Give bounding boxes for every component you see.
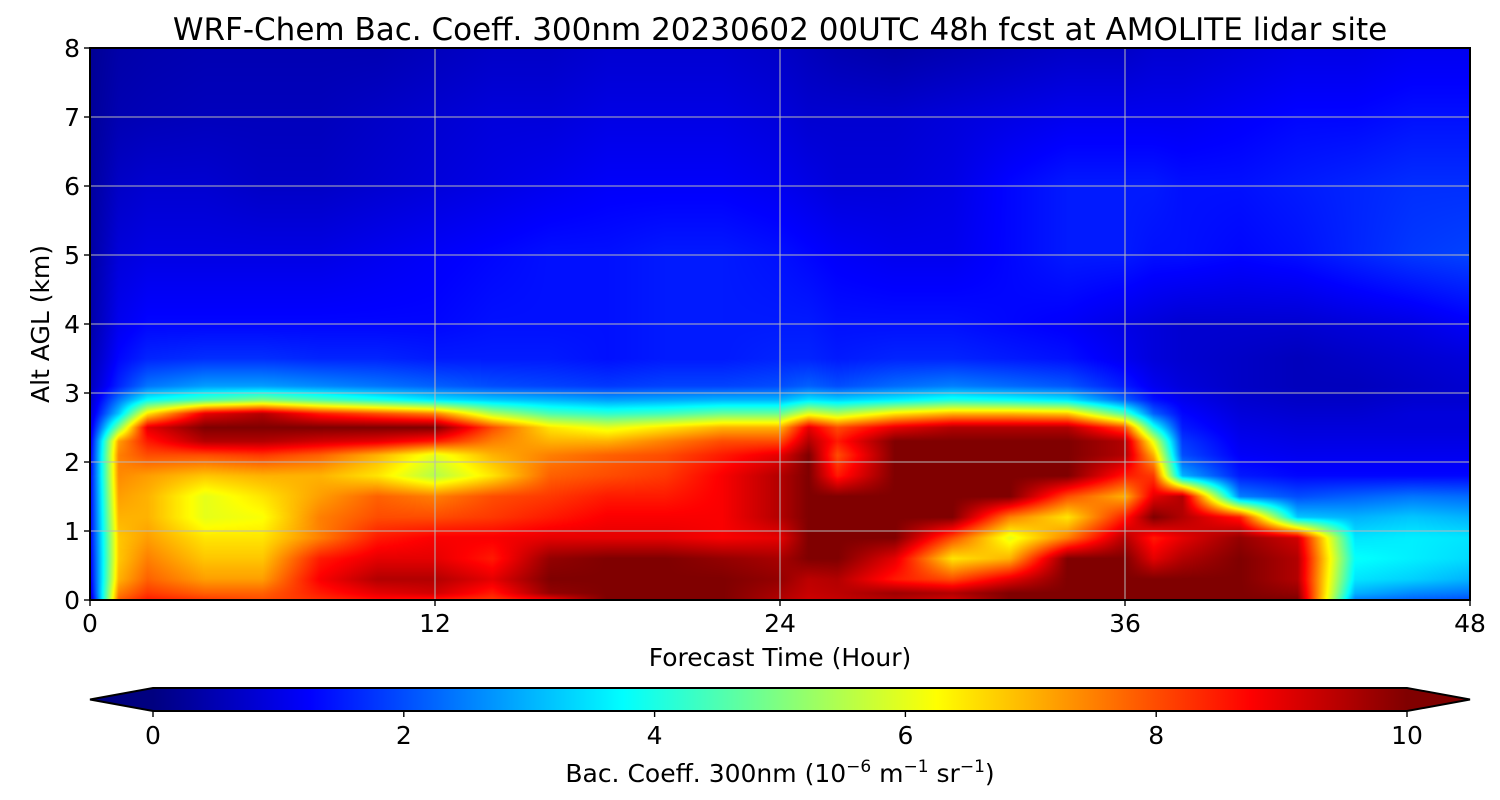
colorbar-label-exp2: −1 (904, 757, 929, 777)
colorbar-label-end: ) (985, 759, 995, 788)
colorbar-tick-label: 8 (1148, 721, 1164, 750)
y-tick-label: 1 (64, 517, 80, 546)
x-tick-label: 0 (82, 609, 98, 638)
colorbar-label-exp3: −1 (960, 757, 985, 777)
colorbar-tick-label: 0 (145, 721, 161, 750)
grid-lines (90, 48, 1470, 600)
colorbar-tick-label: 10 (1391, 721, 1423, 750)
y-tick-label: 2 (64, 448, 80, 477)
x-tick-label: 12 (419, 609, 451, 638)
x-axis-ticks: 0 12 24 36 48 (82, 600, 1486, 638)
x-tick-label: 48 (1454, 609, 1486, 638)
colorbar-label-mid1: m (871, 759, 903, 788)
colorbar-tick-label: 4 (647, 721, 663, 750)
colorbar-label-mid2: sr (929, 759, 961, 788)
x-tick-label: 36 (1109, 609, 1141, 638)
colorbar-tick-label: 6 (897, 721, 913, 750)
colorbar-ticks: 0 2 4 6 8 10 (145, 711, 1423, 750)
colorbar-body (153, 688, 1407, 711)
colorbar-tick-label: 2 (396, 721, 412, 750)
y-tick-label: 6 (64, 172, 80, 201)
colorbar-label-main: Bac. Coeff. 300nm (10 (565, 759, 846, 788)
x-axis-label: Forecast Time (Hour) (649, 643, 912, 672)
colorbar-label: Bac. Coeff. 300nm (10−6 m−1 sr−1) (565, 757, 994, 788)
colorbar: 0 2 4 6 8 10 Bac. Coeff. 300nm (10−6 m−1 sr−1… (89, 687, 1471, 788)
y-tick-label: 7 (64, 103, 80, 132)
colorbar-label-exp1: −6 (846, 757, 871, 777)
y-tick-label: 4 (64, 310, 80, 339)
y-tick-label: 8 (64, 34, 80, 63)
y-axis-label: Alt AGL (km) (26, 245, 55, 403)
y-tick-label: 0 (64, 586, 80, 615)
colorbar-extend-high (1407, 688, 1470, 711)
y-axis-ticks: 0 1 2 3 4 5 6 7 8 (64, 34, 90, 615)
colorbar-extend-low (90, 688, 153, 711)
y-tick-label: 5 (64, 241, 80, 270)
y-tick-label: 3 (64, 379, 80, 408)
chart-title: WRF-Chem Bac. Coeff. 300nm 20230602 00UT… (173, 12, 1387, 48)
x-tick-label: 24 (764, 609, 796, 638)
